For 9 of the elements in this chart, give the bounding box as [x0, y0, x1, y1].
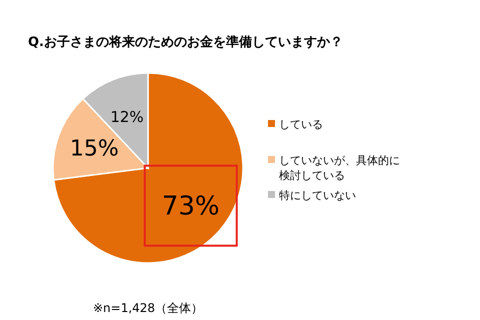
pie-slice	[53, 72, 244, 264]
chart-title: Q.お子さまの将来のためのお金を準備していますか？	[28, 35, 343, 50]
legend-label: していないが、具体的に検討している	[279, 154, 400, 182]
legend-label: 特にしていない	[279, 189, 356, 202]
legend-label: している	[279, 118, 323, 131]
text: ※n=1,428（全体）	[93, 301, 204, 315]
data-label: 73%	[162, 192, 220, 222]
data-label: 15%	[70, 136, 119, 162]
data-label: 12%	[110, 108, 144, 126]
